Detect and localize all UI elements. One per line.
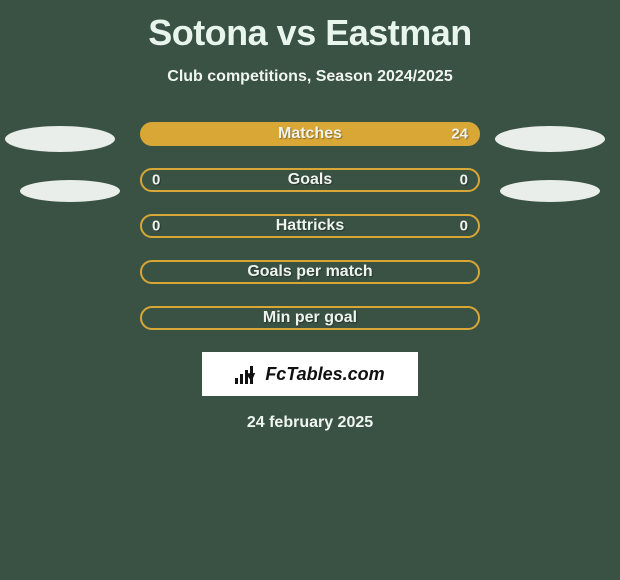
- stat-label: Goals per match: [247, 263, 372, 281]
- stat-row-goals: 0 Goals 0: [140, 168, 480, 192]
- player-image-left-mid: [20, 180, 120, 202]
- stats-container: Matches 24 0 Goals 0 0 Hattricks 0 Goals…: [0, 122, 620, 330]
- player-image-left-top: [5, 126, 115, 152]
- stat-right-value: 0: [460, 172, 468, 189]
- brand-box[interactable]: FcTables.com: [202, 352, 418, 396]
- page-subtitle: Club competitions, Season 2024/2025: [0, 68, 620, 86]
- stat-row-hattricks: 0 Hattricks 0: [140, 214, 480, 238]
- stat-right-value: 0: [460, 218, 468, 235]
- stat-label: Min per goal: [263, 309, 357, 327]
- player-image-right-mid: [500, 180, 600, 202]
- page-title: Sotona vs Eastman: [0, 0, 620, 54]
- player-image-right-top: [495, 126, 605, 152]
- stat-label: Goals: [288, 171, 332, 189]
- stat-row-matches: Matches 24: [140, 122, 480, 146]
- stat-right-value: 24: [451, 126, 468, 143]
- stat-label: Hattricks: [276, 217, 344, 235]
- stat-row-min-per-goal: Min per goal: [140, 306, 480, 330]
- stat-left-value: 0: [152, 172, 160, 189]
- stat-label: Matches: [278, 125, 342, 143]
- brand-text: FcTables.com: [265, 364, 384, 385]
- chart-icon: [235, 364, 261, 384]
- stat-row-goals-per-match: Goals per match: [140, 260, 480, 284]
- stat-left-value: 0: [152, 218, 160, 235]
- date-label: 24 february 2025: [0, 414, 620, 432]
